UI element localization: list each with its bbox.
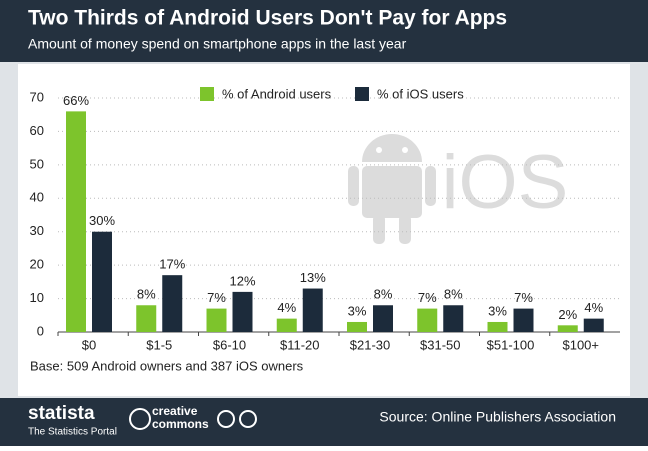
value-label: 8% (444, 287, 463, 302)
bar (557, 325, 578, 332)
value-label: 3% (488, 303, 507, 318)
bar (513, 308, 534, 332)
value-label: 8% (137, 287, 156, 302)
bar (487, 321, 508, 332)
value-label: 4% (277, 300, 296, 315)
y-tick-label: 0 (37, 323, 44, 338)
bar (232, 291, 253, 332)
x-tick-label: $11-20 (280, 337, 320, 352)
bar (162, 275, 183, 332)
value-label: 4% (584, 300, 603, 315)
value-label: 2% (558, 307, 577, 322)
bar (417, 308, 438, 332)
legend-swatch (200, 87, 214, 101)
value-label: 17% (159, 257, 185, 272)
bar (373, 305, 393, 332)
bar (136, 305, 157, 332)
x-tick-label: $6-10 (213, 337, 246, 352)
value-label: 8% (374, 287, 393, 302)
value-label: 30% (89, 213, 115, 228)
legend-swatch (355, 87, 369, 101)
y-tick-label: 60 (30, 123, 44, 138)
y-tick-label: 50 (30, 156, 44, 171)
note: Base: 509 Android owners and 387 iOS own… (30, 358, 304, 373)
bar (92, 231, 112, 332)
bar (583, 318, 604, 332)
footer (0, 398, 648, 446)
value-label: 7% (514, 290, 533, 305)
android-watermark (348, 134, 436, 244)
y-tick-label: 10 (30, 290, 44, 305)
by-icon (217, 410, 235, 428)
value-label: 7% (207, 290, 226, 305)
bar (276, 318, 297, 332)
x-tick-label: $21-30 (350, 337, 390, 352)
value-label: 12% (229, 273, 255, 288)
chart-panel (18, 64, 630, 396)
chart-subtitle: Amount of money spend on smartphone apps… (28, 36, 407, 52)
value-label: 3% (348, 303, 367, 318)
legend-label: % of Android users (222, 86, 332, 101)
x-tick-label: $0 (82, 337, 96, 352)
brand: statista (28, 403, 95, 424)
bar (443, 305, 464, 332)
bar (302, 288, 323, 332)
license-top: creative (152, 404, 198, 418)
bar (206, 308, 227, 332)
value-label: 66% (63, 93, 89, 108)
nd-icon (239, 410, 257, 428)
license-bottom: commons (152, 417, 209, 431)
x-tick-label: $31-50 (420, 337, 460, 352)
chart-title: Two Thirds of Android Users Don't Pay fo… (28, 7, 507, 30)
y-tick-label: 40 (30, 190, 44, 205)
legend-label: % of iOS users (377, 86, 464, 101)
source: Source: Online Publishers Association (379, 409, 616, 425)
bar (66, 111, 86, 332)
x-tick-label: $51-100 (487, 337, 535, 352)
tagline: The Statistics Portal (28, 427, 117, 438)
value-label: 13% (300, 270, 326, 285)
bar (347, 321, 367, 332)
watermark: iOS (442, 140, 569, 225)
y-tick-label: 70 (30, 89, 44, 104)
y-tick-label: 20 (30, 257, 44, 272)
cc-icon (129, 408, 151, 430)
x-tick-label: $1-5 (146, 337, 172, 352)
y-tick-label: 30 (30, 223, 44, 238)
header (0, 0, 648, 62)
value-label: 7% (418, 290, 437, 305)
x-tick-label: $100+ (562, 337, 599, 352)
